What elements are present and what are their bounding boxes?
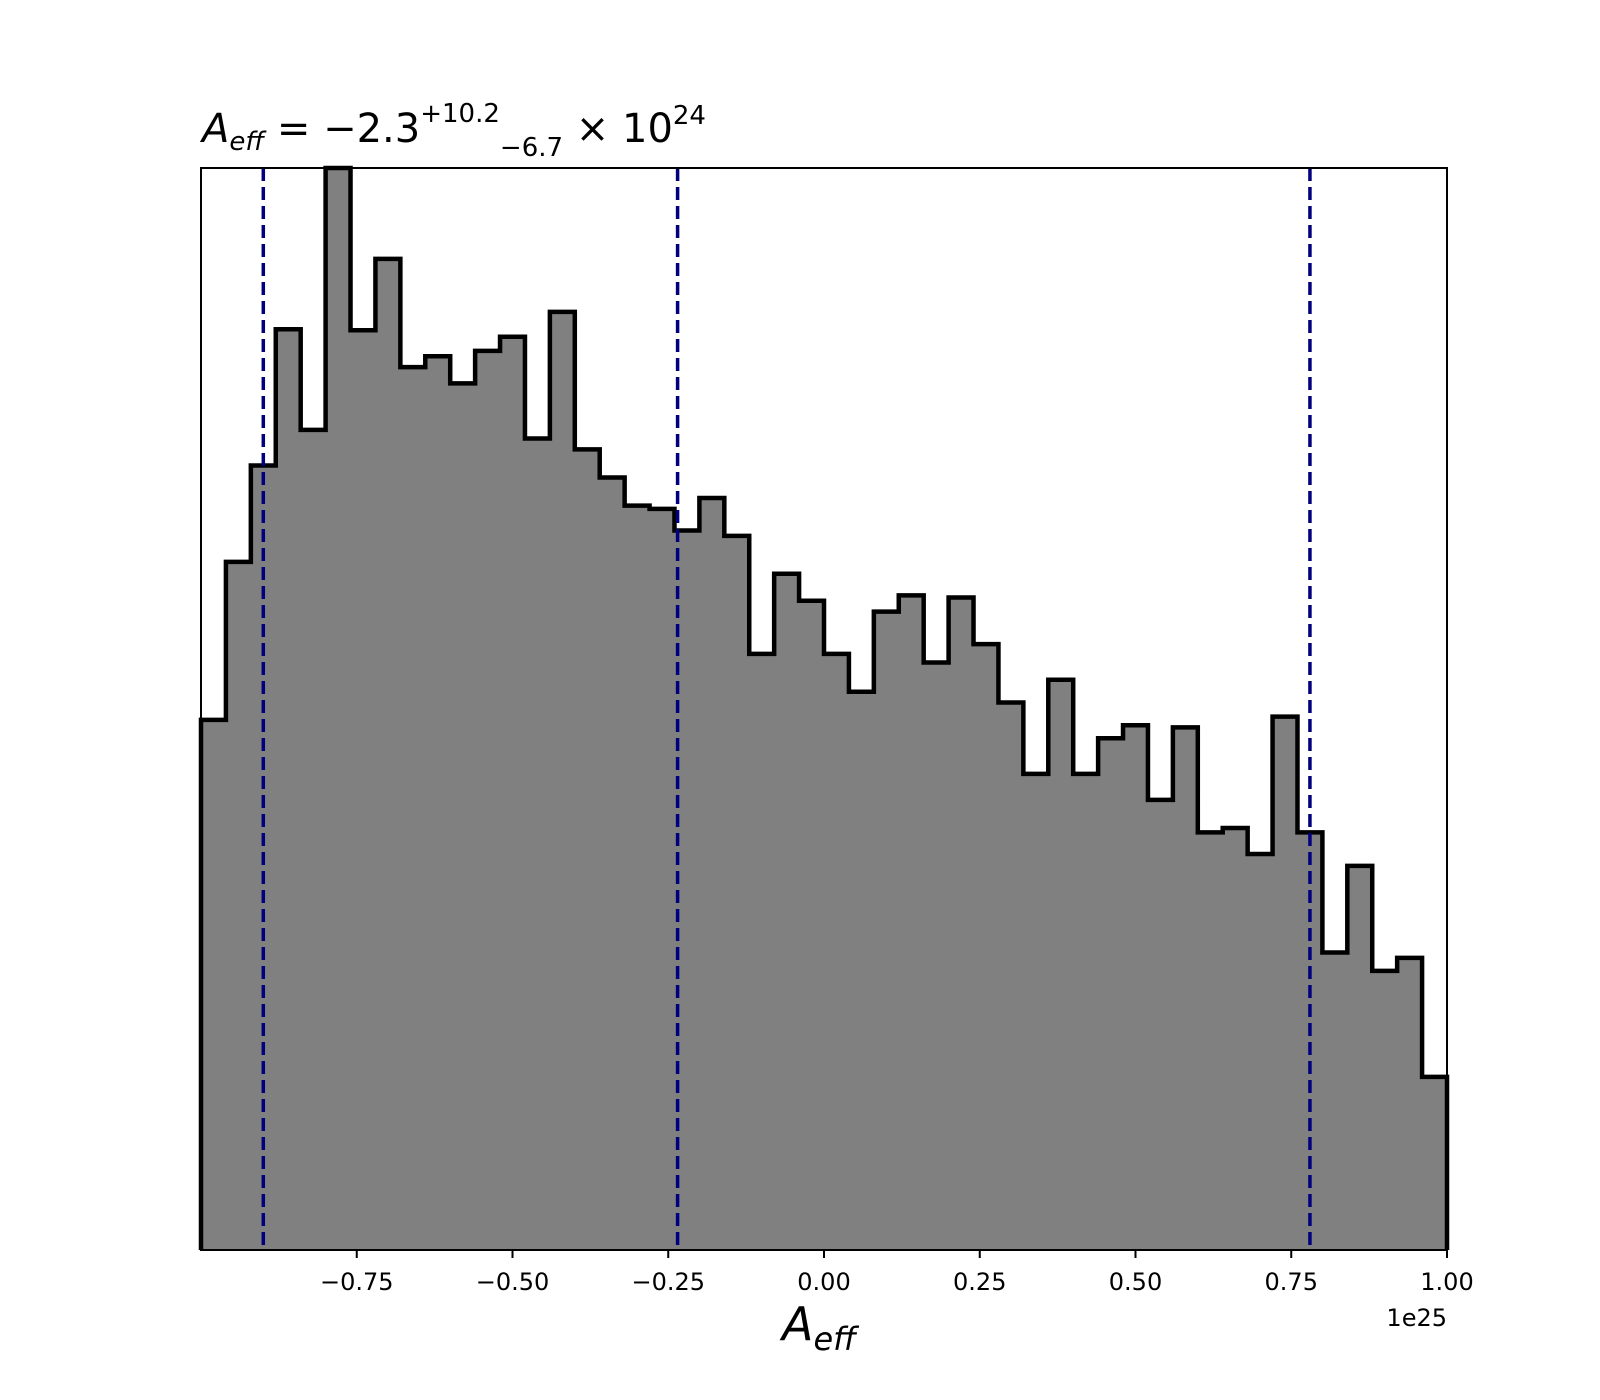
- histogram-bar: [549, 311, 576, 1250]
- histogram-bar: [350, 330, 377, 1250]
- histogram-bar: [774, 573, 800, 1250]
- x-tick-label: 0.50: [1109, 1268, 1162, 1296]
- plot-area: [198, 165, 1450, 1251]
- x-tick-label: −0.25: [631, 1268, 705, 1296]
- histogram-bar: [1098, 738, 1124, 1250]
- histogram-bar: [1147, 799, 1174, 1250]
- histogram-bar: [873, 611, 900, 1250]
- histogram-bar: [1023, 773, 1049, 1250]
- title-sub: −6.7: [500, 133, 563, 163]
- x-axis-ticks: −0.75 −0.50 −0.25 0.00 0.25 0.50 0.75 1.00: [320, 1250, 1474, 1296]
- histogram-bar: [225, 561, 252, 1250]
- histogram-bar: [1247, 853, 1274, 1250]
- histogram-bar: [749, 653, 775, 1250]
- histogram-bar: [400, 367, 426, 1250]
- histogram-bar: [1123, 725, 1149, 1250]
- title-equals: = −2.3: [264, 106, 420, 152]
- x-tick-label: 0.00: [797, 1268, 850, 1296]
- title-times: × 10: [563, 106, 673, 152]
- histogram-bar: [450, 383, 476, 1250]
- histogram-bar: [898, 595, 925, 1250]
- histogram-bar: [923, 662, 950, 1250]
- title-symbol-sub: eff: [229, 127, 267, 157]
- histogram-bar: [699, 498, 725, 1250]
- histogram-bar: [1073, 773, 1099, 1250]
- histogram-bar: [500, 336, 526, 1250]
- histogram-bar: [201, 719, 227, 1250]
- histogram-bar: [475, 350, 501, 1250]
- histogram-bar: [1372, 970, 1398, 1250]
- title-symbol: A: [199, 106, 229, 152]
- title-exp: 24: [673, 101, 706, 131]
- histogram-bar: [1048, 679, 1074, 1250]
- x-tick-label: −0.50: [476, 1268, 550, 1296]
- title-sup: +10.2: [420, 99, 500, 129]
- quantile-lines: [261, 168, 1312, 1250]
- histogram-bar: [649, 508, 676, 1251]
- histogram-bar: [599, 477, 626, 1250]
- histogram-bar: [799, 600, 825, 1250]
- xlabel-sub: eff: [813, 1320, 860, 1358]
- histogram-bar: [1422, 1076, 1448, 1250]
- histogram-bar: [1197, 832, 1224, 1250]
- histogram-bar: [624, 505, 651, 1251]
- histogram-bar: [998, 702, 1024, 1250]
- histogram-bar: [1272, 716, 1299, 1250]
- histogram-bar: [1322, 952, 1348, 1250]
- x-axis-offset-label: 1e25: [1386, 1304, 1447, 1332]
- histogram-bar: [300, 429, 327, 1250]
- histogram-bar: [973, 644, 1000, 1250]
- histogram-bar: [1347, 865, 1373, 1250]
- histogram-bar: [1222, 828, 1249, 1250]
- x-tick-label: −0.75: [320, 1268, 394, 1296]
- histogram-bar: [1172, 727, 1199, 1250]
- x-tick-label: 0.25: [953, 1268, 1006, 1296]
- histogram-bar: [848, 691, 875, 1250]
- xlabel-symbol: A: [779, 1297, 813, 1351]
- histogram-bar: [375, 258, 401, 1250]
- x-tick-label: 0.75: [1265, 1268, 1318, 1296]
- histogram-bar: [325, 168, 352, 1250]
- histogram-bar: [275, 329, 302, 1250]
- x-axis-label: Aeff: [779, 1297, 860, 1358]
- chart-title: Aeff = −2.3+10.2−6.7 × 1024: [199, 99, 706, 163]
- histogram-bar: [724, 535, 750, 1250]
- histogram-outline: [198, 165, 1450, 1250]
- histogram-bar: [948, 597, 975, 1250]
- histogram-bar: [824, 653, 850, 1250]
- histogram-bar: [524, 438, 551, 1250]
- x-tick-label: 1.00: [1420, 1268, 1473, 1296]
- histogram-bar: [425, 356, 451, 1250]
- histogram-bar: [1397, 957, 1423, 1250]
- histogram-bar: [574, 449, 601, 1250]
